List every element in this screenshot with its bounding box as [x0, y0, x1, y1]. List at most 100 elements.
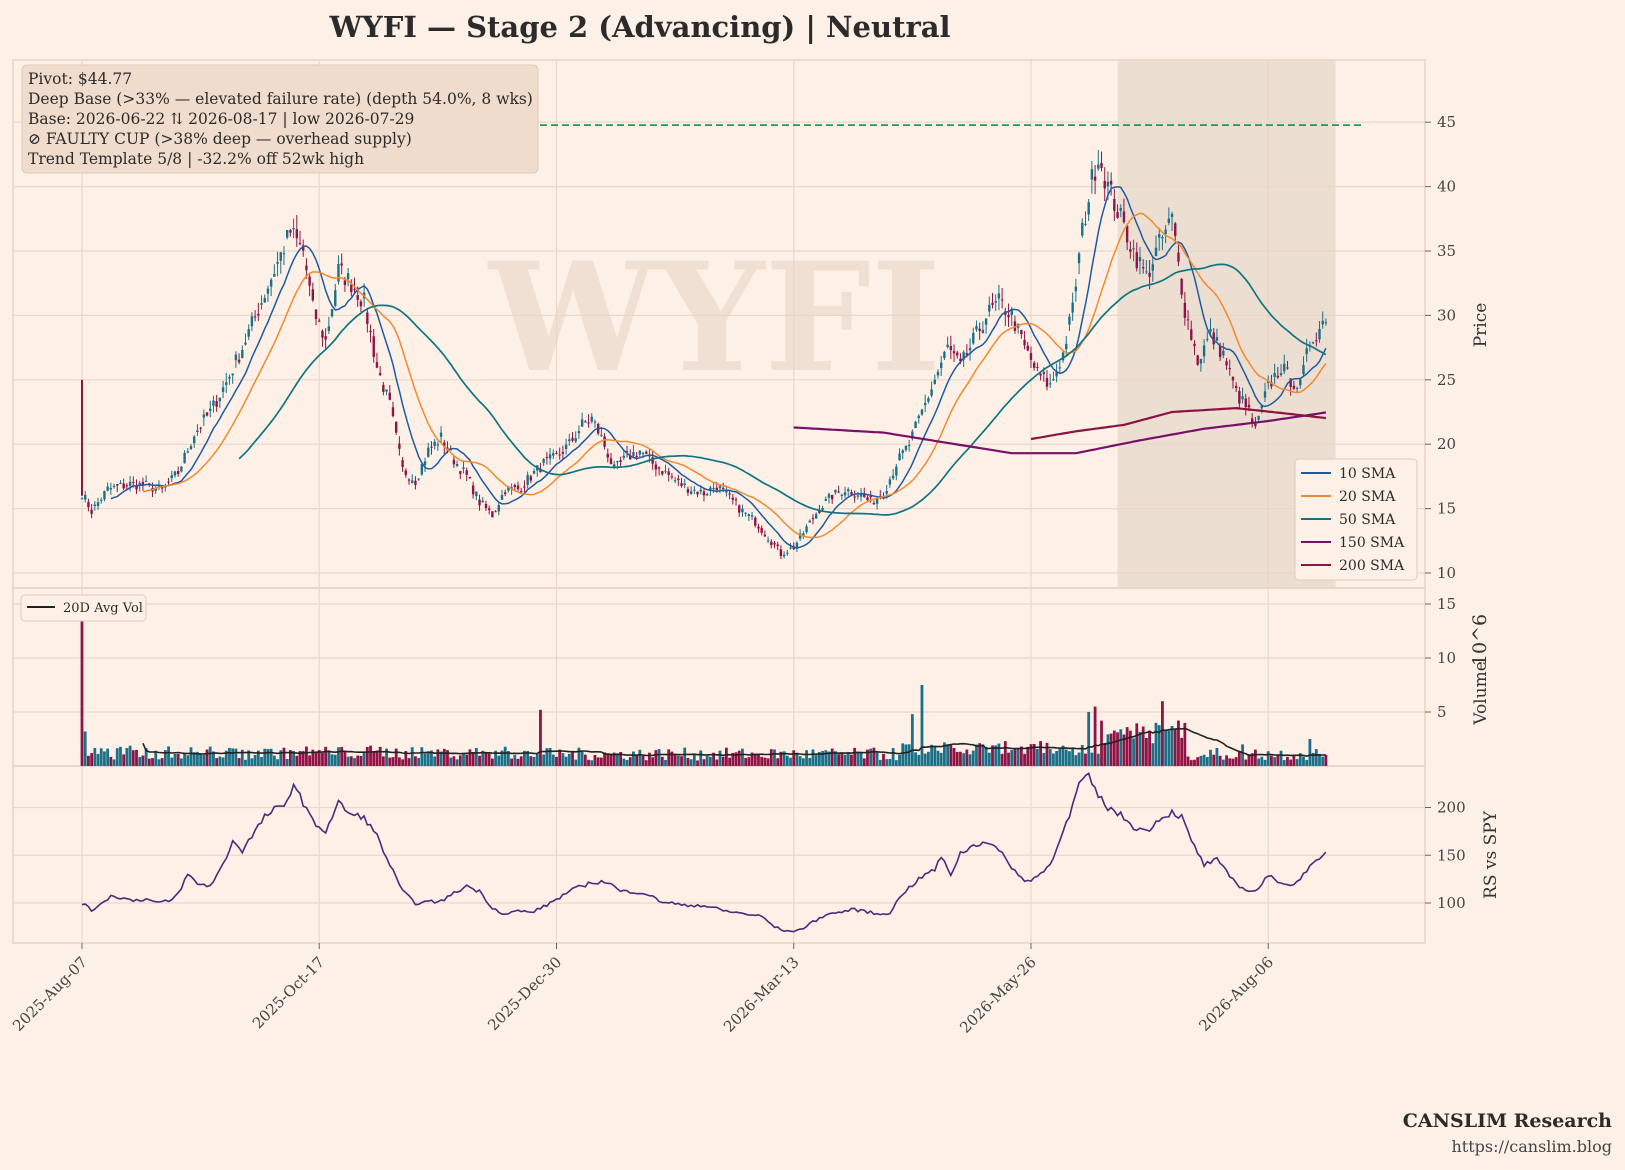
candle-body	[1196, 355, 1199, 365]
volume-bar	[490, 758, 494, 766]
candle-body	[398, 443, 401, 449]
volume-bar	[244, 759, 247, 766]
volume-bar	[599, 757, 603, 766]
volume-bar	[805, 750, 808, 766]
volume-bar	[1029, 744, 1033, 766]
volume-bar	[276, 759, 279, 766]
volume-bar	[737, 750, 741, 766]
candle-body	[500, 495, 504, 500]
candle-body	[629, 455, 632, 460]
volume-bar	[587, 759, 590, 766]
volume-bar	[269, 748, 273, 766]
candle-body	[837, 491, 840, 493]
volume-bar	[910, 714, 914, 766]
x-tick-label: 2025-Aug-07	[9, 953, 91, 1035]
volume-bar	[119, 746, 122, 766]
candle-body	[1068, 316, 1071, 325]
volume-bar	[763, 757, 767, 766]
candle-body	[1180, 278, 1183, 295]
volume-bar	[1295, 759, 1299, 766]
x-tick-label: 2025-Dec-30	[484, 953, 565, 1034]
candle-body	[225, 382, 228, 385]
candle-body	[641, 453, 645, 455]
candle-body	[741, 508, 744, 513]
candle-body	[462, 467, 465, 469]
candle-body	[218, 397, 222, 402]
candle-body	[1183, 302, 1187, 318]
volume-bar	[151, 758, 154, 766]
candle-body	[635, 455, 638, 457]
volume-bar	[205, 749, 209, 766]
candle-body	[1020, 330, 1023, 335]
ticker-watermark: WYFI	[487, 230, 941, 406]
candle-body	[109, 488, 113, 490]
candle-body	[176, 471, 180, 475]
volume-bar	[907, 744, 911, 766]
candle-body	[1177, 252, 1180, 262]
candle-body	[481, 500, 484, 503]
candle-body	[279, 252, 282, 261]
sma-legend-box	[1294, 458, 1418, 581]
candle-body	[80, 498, 84, 500]
candle-body	[90, 509, 93, 514]
volume-bar	[1087, 712, 1091, 766]
volume-bar	[853, 747, 857, 766]
volume-bar	[231, 748, 235, 766]
candle-body	[318, 320, 321, 322]
volume-bar	[648, 752, 651, 766]
volume-bar	[1058, 747, 1062, 766]
candle-body	[1026, 345, 1029, 351]
candle-body	[856, 495, 860, 497]
volume-bar	[949, 744, 953, 766]
volume-bar	[859, 751, 863, 766]
volume-bar	[894, 760, 898, 766]
candle-body	[552, 453, 555, 456]
volume-bar	[340, 746, 344, 766]
volume-bar	[1157, 725, 1161, 766]
candle-body	[375, 362, 379, 368]
volume-bar	[234, 748, 238, 766]
volume-bar	[1180, 737, 1184, 766]
volume-bar	[1007, 752, 1010, 766]
rs-vs-spy-line	[81, 771, 1327, 933]
candle-body	[738, 505, 741, 513]
volume-bar	[295, 755, 299, 766]
volume-bar	[288, 750, 292, 766]
volume-bar	[1074, 755, 1078, 766]
volume-bar	[1324, 755, 1328, 766]
volume-bar	[414, 756, 417, 766]
candle-body	[1206, 338, 1209, 340]
candle-body	[994, 301, 997, 303]
candle-body	[936, 371, 940, 376]
candle-body	[869, 495, 872, 498]
candle-body	[100, 499, 103, 501]
candle-body	[520, 491, 523, 493]
candle-body	[904, 445, 908, 450]
candle-body	[859, 493, 863, 497]
sma150-line	[793, 411, 1327, 455]
sma10-line	[110, 186, 1327, 549]
candle-body	[427, 447, 430, 457]
volume-bar	[596, 757, 600, 766]
volume-bar	[923, 753, 927, 766]
candle-body	[289, 230, 292, 233]
candle-body	[1218, 346, 1222, 358]
volume-bar	[1128, 730, 1132, 766]
candle-body	[350, 284, 353, 293]
volume-bar	[1212, 754, 1216, 766]
volume-bar	[215, 758, 219, 766]
volume-bar	[1064, 749, 1068, 766]
sma-lines	[110, 186, 1327, 549]
volume-bar	[1173, 728, 1177, 766]
candle-body	[122, 483, 125, 489]
candle-body	[952, 351, 956, 354]
volume-bar	[564, 756, 568, 766]
volume-bar	[814, 755, 818, 766]
candle-body	[1318, 328, 1321, 340]
candle-body	[1122, 211, 1126, 223]
price-tick-label: 40	[1437, 178, 1456, 196]
volume-bar	[555, 756, 558, 766]
volume-bar	[670, 751, 674, 766]
volume-bar	[308, 755, 312, 766]
volume-bar	[1042, 752, 1046, 766]
